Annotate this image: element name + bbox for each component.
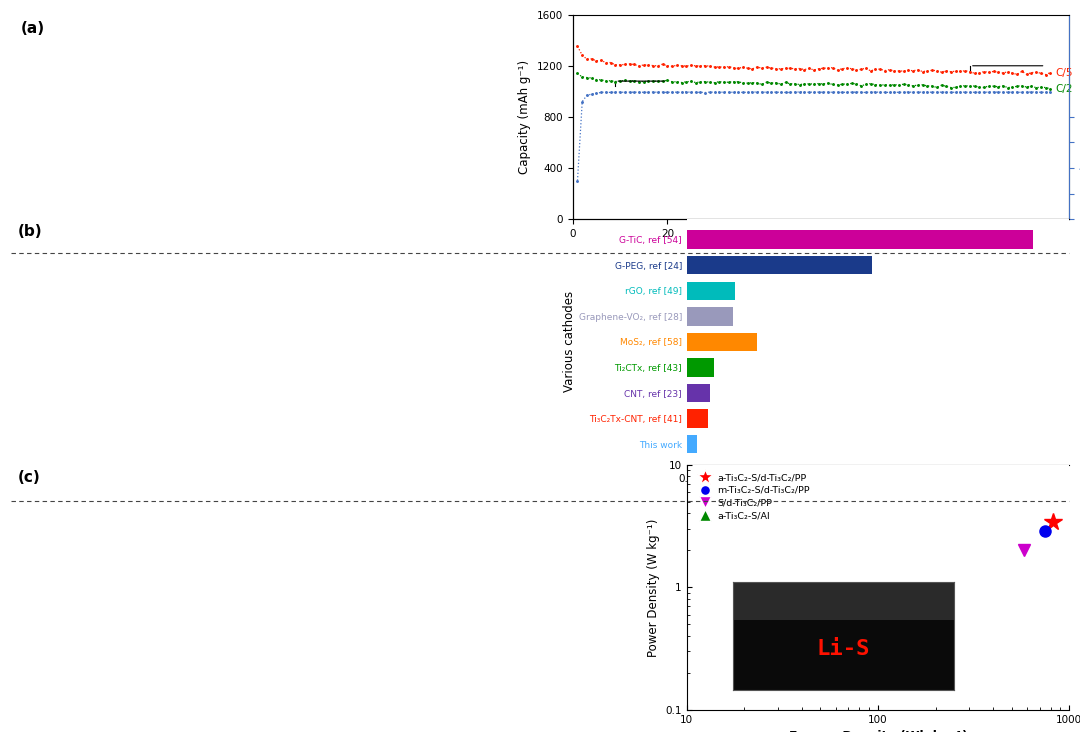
Text: (b): (b)	[17, 224, 42, 239]
Y-axis label: Power Density (W kg⁻¹): Power Density (W kg⁻¹)	[647, 518, 660, 657]
Legend: a-Ti₃C₂-S/d-Ti₃C₂/PP, m-Ti₃C₂-S/d-Ti₃C₂/PP, S/d-Ti₃C₂/PP, a-Ti₃C₂-S/Al: a-Ti₃C₂-S/d-Ti₃C₂/PP, m-Ti₃C₂-S/d-Ti₃C₂/…	[691, 469, 813, 524]
Text: (a): (a)	[22, 20, 45, 36]
Y-axis label: Capacity (mAh g⁻¹): Capacity (mAh g⁻¹)	[518, 60, 531, 174]
Bar	[687, 384, 711, 403]
Bar	[687, 409, 708, 428]
Bar	[687, 231, 1032, 249]
Y-axis label: Various cathodes: Various cathodes	[563, 291, 576, 392]
Bar	[687, 332, 757, 351]
Bar	[687, 307, 733, 326]
Bar	[687, 358, 714, 377]
X-axis label: Energy Density (Wh kg⁻¹): Energy Density (Wh kg⁻¹)	[788, 731, 968, 732]
Text: C/2: C/2	[1055, 83, 1072, 94]
Text: (c): (c)	[17, 469, 40, 485]
Text: C/5: C/5	[1055, 67, 1072, 78]
X-axis label: Cycle number: Cycle number	[770, 244, 872, 258]
Bar	[687, 256, 873, 274]
Bar	[687, 282, 734, 300]
Bar	[687, 435, 697, 453]
X-axis label: Decay per cycle (%): Decay per cycle (%)	[809, 490, 947, 503]
